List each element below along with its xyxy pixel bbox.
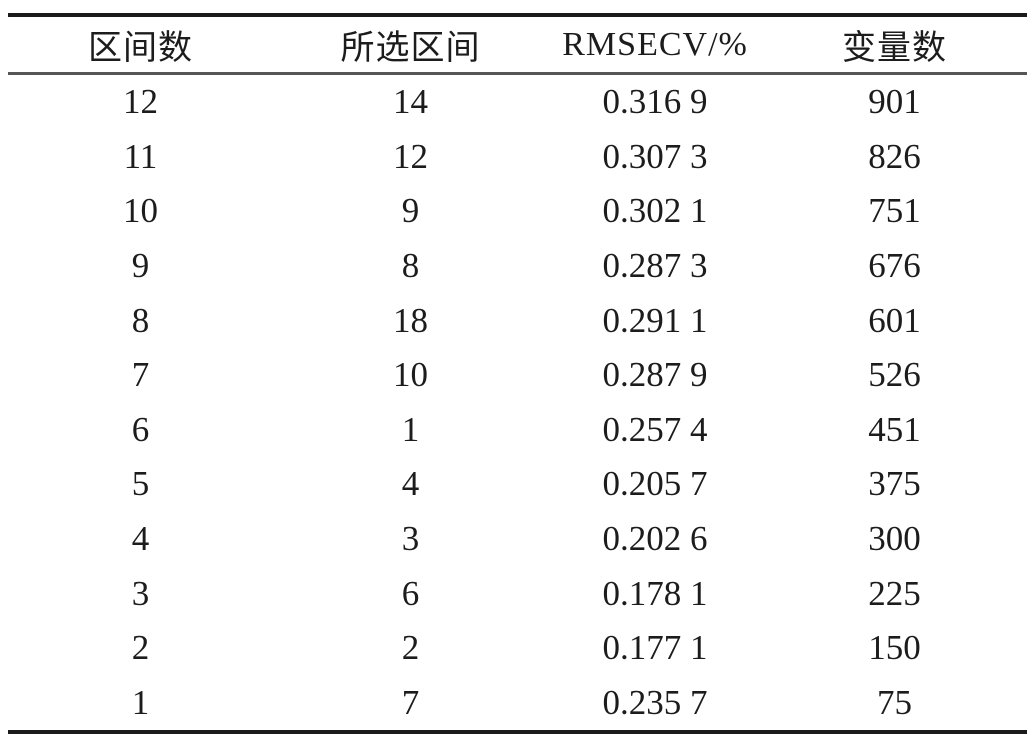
- table-cell: 6: [401, 573, 420, 613]
- table-cell: 14: [393, 82, 428, 122]
- table-cell: 150: [868, 628, 921, 668]
- table-cell: 9: [131, 246, 150, 286]
- table-cell: 3: [401, 519, 420, 559]
- table-cell: 601: [868, 300, 921, 340]
- table-body: 12 14 0.316 9 901 11 12 0.307 3 826 10 9 0.302 1 75…: [8, 74, 1027, 733]
- table-cell: 18: [393, 300, 428, 340]
- table-cell: 9: [401, 191, 420, 231]
- table-cell: 0.287 3: [602, 246, 708, 286]
- table-cell: 10: [122, 191, 158, 231]
- table-cell: 526: [868, 355, 921, 395]
- table-cell: 12: [393, 136, 428, 176]
- table-cell: 2: [401, 628, 420, 668]
- table-cell: 0.302 1: [602, 191, 708, 231]
- table-cell: 7: [401, 682, 420, 722]
- table-row: 3 6 0.178 1 225: [8, 566, 1027, 621]
- table-cell: 0.235 7: [602, 682, 708, 722]
- table-cell: 75: [877, 682, 913, 722]
- table-cell: 11: [123, 136, 158, 176]
- table-cell: 0.177 1: [602, 628, 708, 668]
- table-row: 11 12 0.307 3 826: [8, 130, 1027, 185]
- table-cell: 10: [393, 355, 428, 395]
- table-cell: 4: [401, 464, 420, 504]
- table-row: 8 18 0.291 1 601: [8, 293, 1027, 348]
- table-row: 7 10 0.287 9 526: [8, 348, 1027, 403]
- table-cell: 5: [131, 464, 150, 504]
- column-header-interval-count: 区间数: [8, 15, 273, 75]
- table-row: 6 1 0.257 4 451: [8, 403, 1027, 458]
- table-cell: 0.178 1: [602, 573, 708, 613]
- table-cell: 375: [868, 464, 921, 504]
- table-row: 1 7 0.235 7 75: [8, 676, 1027, 733]
- table-cell: 8: [401, 246, 420, 286]
- table-header: 区间数 所选区间 RMSECV/% 变量数: [8, 15, 1027, 75]
- table-row: 4 3 0.202 6 300: [8, 512, 1027, 567]
- table-cell: 1: [131, 682, 150, 722]
- table-cell: 901: [868, 82, 921, 122]
- table-cell: 676: [868, 246, 921, 286]
- table-cell: 826: [868, 136, 921, 176]
- column-header-selected-interval: 所选区间: [272, 15, 549, 75]
- rmsecv-results-table: 区间数 所选区间 RMSECV/% 变量数 12 14 0.316 9 901 11 12…: [8, 13, 1027, 735]
- table-cell: 1: [401, 409, 420, 449]
- table-cell: 451: [868, 409, 921, 449]
- table-cell: 0.202 6: [602, 519, 708, 559]
- table-cell: 0.205 7: [602, 464, 708, 504]
- table-cell: 3: [131, 573, 150, 613]
- table-cell: 2: [131, 628, 150, 668]
- table-cell: 751: [868, 191, 921, 231]
- table-cell: 4: [131, 519, 150, 559]
- table-row: 12 14 0.316 9 901: [8, 74, 1027, 130]
- table-row: 10 9 0.302 1 751: [8, 184, 1027, 239]
- table-row: 5 4 0.205 7 375: [8, 457, 1027, 512]
- table-cell: 0.257 4: [602, 409, 708, 449]
- table-cell: 225: [868, 573, 921, 613]
- table-cell: 8: [131, 300, 150, 340]
- table-cell: 6: [131, 409, 150, 449]
- table-cell: 0.287 9: [602, 355, 708, 395]
- header-row: 区间数 所选区间 RMSECV/% 变量数: [8, 15, 1027, 75]
- table-cell: 300: [868, 519, 921, 559]
- table-cell: 0.307 3: [602, 136, 708, 176]
- table-cell: 7: [131, 355, 150, 395]
- table-cell: 12: [122, 82, 158, 122]
- column-header-rmsecv: RMSECV/%: [548, 15, 763, 75]
- column-header-variable-count: 变量数: [762, 15, 1027, 75]
- table-row: 2 2 0.177 1 150: [8, 621, 1027, 676]
- table-cell: 0.316 9: [602, 82, 708, 122]
- table-cell: 0.291 1: [602, 300, 708, 340]
- table-row: 9 8 0.287 3 676: [8, 239, 1027, 294]
